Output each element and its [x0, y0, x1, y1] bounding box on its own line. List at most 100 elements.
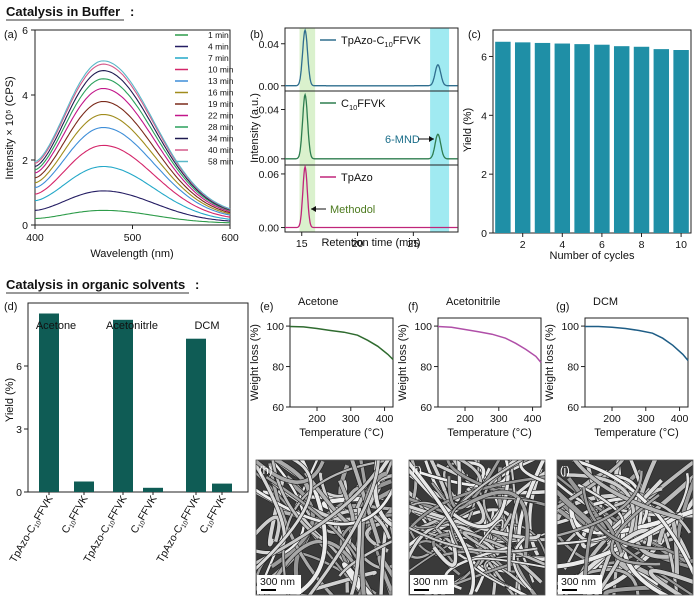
fiber [603, 585, 650, 595]
arrowhead-methodol [311, 206, 316, 212]
fiber [447, 460, 501, 510]
trace-label: TpAzo [341, 172, 373, 184]
fiber [256, 515, 281, 543]
y-tick-label: 6 [22, 25, 28, 37]
sem-image-i: (i) 300 nm [408, 459, 546, 596]
label-main: TpAzo-C [7, 523, 38, 565]
legend-entry: 13 min [208, 76, 234, 86]
x-tick-label: 200 [456, 413, 474, 425]
fiber [256, 460, 325, 484]
fiber [377, 555, 392, 592]
label-subscript: 10 [384, 40, 392, 49]
panel-label-c: (c) [468, 29, 481, 41]
y-tick-label: 0 [481, 228, 487, 240]
x-tick-label: C10FFVK [59, 494, 91, 537]
y-tick-label: 60 [272, 402, 284, 414]
x-tick-label: TpAzo-C10FFVK [7, 494, 56, 566]
bar-5 [186, 338, 206, 492]
bar-cycle-2 [514, 42, 531, 233]
y-tick-label: 100 [561, 321, 579, 333]
label-main: TpAzo [341, 172, 373, 184]
legend-entry: 19 min [208, 99, 234, 109]
sem-panel-label: (h) [259, 465, 272, 477]
bar-cycle-3 [534, 42, 551, 233]
panel-title: Acetonitrile [446, 296, 500, 308]
panel-title: DCM [593, 296, 618, 308]
trace-3 [285, 164, 458, 229]
fiber [409, 467, 510, 529]
fiber [478, 519, 504, 545]
panel-label-e: (e) [260, 301, 273, 313]
fiber [648, 568, 693, 595]
x-tick-label: 25 [408, 238, 420, 250]
x-tick-label: 400 [524, 413, 542, 425]
bar-4 [143, 487, 163, 492]
y-tick-label: 0.00 [259, 81, 280, 93]
fiber [557, 470, 643, 537]
group-labels: Acetone Acetonitrle DCM [36, 320, 220, 332]
y-tick-label: 80 [272, 362, 284, 374]
x-tick-label: 15 [296, 238, 308, 250]
bar-1 [39, 313, 59, 492]
x-axis-label: Wavelength (nm) [90, 248, 173, 260]
annotation-methodol: Methodol [330, 204, 375, 216]
x-tick-label: 200 [603, 413, 621, 425]
x-tick-label: 600 [221, 232, 239, 244]
x-tick-label: 6 [599, 239, 605, 251]
spectrum-line-5 [34, 126, 231, 216]
y-axis-label: Yield (%) [462, 108, 474, 152]
label-subscript: 10 [206, 519, 216, 529]
x-tick-label: 400 [376, 413, 394, 425]
label-subscript: 10 [180, 519, 190, 529]
y-tick-label: 0 [22, 220, 28, 232]
tga-curve [289, 325, 394, 361]
label-subscript: 10 [33, 519, 43, 529]
bar-cycle-4 [554, 43, 571, 234]
bars [495, 41, 689, 234]
y-tick-label: 0.00 [259, 154, 280, 166]
label-tail: FFVK [136, 494, 160, 523]
y-axis-label: Yield (%) [4, 378, 16, 422]
fiber [307, 460, 380, 595]
y-tick-label: 2 [22, 155, 28, 167]
bar-2 [74, 481, 94, 492]
fiber [449, 496, 538, 548]
y-axis-label: Intensity × 10⁵ (CPS) [4, 76, 16, 179]
spectrum-line-6 [34, 113, 231, 215]
sem-border [255, 459, 393, 596]
section-colon: : [195, 277, 199, 292]
annotation-6-mnd: 6-MND [385, 134, 420, 146]
highlight-band [430, 28, 450, 232]
x-tick-label: 400 [26, 232, 44, 244]
x-tick-label: 2 [520, 239, 526, 251]
spectrum-line-3 [34, 165, 231, 220]
fiber [432, 530, 458, 567]
fiber [256, 593, 314, 595]
fiber [582, 486, 664, 551]
panel-label-b: (b) [250, 29, 263, 41]
x-tick-label: TpAzo-C10FFVK [81, 494, 130, 566]
arrowhead-6-mnd [429, 136, 434, 142]
y-tick-label: 100 [266, 321, 284, 333]
fiber [409, 504, 541, 540]
group-label: Acetone [36, 320, 76, 332]
y-tick-label: 2 [481, 169, 487, 181]
tga-curve [437, 325, 542, 363]
x-tick-label: 20 [352, 238, 364, 250]
spectrum-line-4 [34, 144, 231, 218]
legend-entry: 22 min [208, 111, 234, 121]
label-subscript: 10 [68, 519, 78, 529]
y-axis-label: Weight loss (%) [249, 324, 261, 401]
section-title-organic: Catalysis in organic solvents [6, 277, 185, 292]
scale-bar-text: 300 nm [561, 576, 596, 588]
scale-bar-text: 300 nm [260, 576, 295, 588]
fiber [557, 460, 625, 510]
plot-frame [584, 317, 689, 408]
legend-entry: 16 min [208, 88, 234, 98]
x-tick-label: 8 [639, 239, 645, 251]
y-tick-label: 0.06 [259, 169, 280, 181]
